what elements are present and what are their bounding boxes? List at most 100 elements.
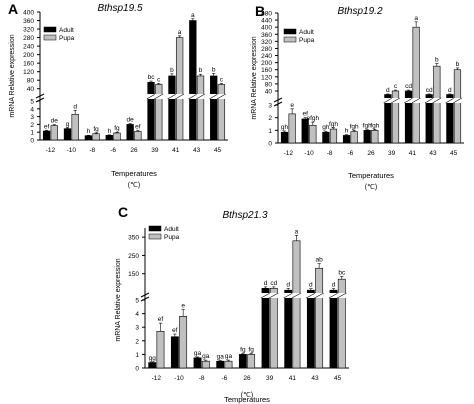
y-tick-label: 200	[23, 52, 34, 59]
legend-label: Pupa	[299, 37, 315, 44]
y-tick-label: 2	[30, 122, 34, 129]
significance-letter: bc	[338, 269, 346, 276]
panel-letter: A	[8, 1, 18, 17]
y-axis-label: mRNA Relative expression	[9, 34, 16, 117]
significance-letter: fgh	[363, 123, 372, 130]
y-tick-label: 120	[23, 69, 34, 76]
significance-letter: h	[87, 128, 91, 135]
y-tick-label: 5	[30, 99, 34, 106]
significance-letter: a	[191, 12, 195, 19]
x-axis-unit: (℃)	[128, 182, 141, 189]
y-tick-label: 240	[261, 53, 272, 60]
bar-adult	[148, 362, 157, 369]
y-tick-label: 160	[261, 67, 272, 74]
y-tick-label: 160	[23, 61, 34, 68]
significance-letter: ga	[202, 353, 210, 360]
x-tick-label: 43	[429, 150, 437, 157]
significance-letter: d	[448, 87, 452, 94]
bar-break-line	[328, 292, 339, 299]
bar-adult	[42, 130, 51, 141]
bar-break-line	[196, 93, 206, 100]
x-tick-label: -12	[152, 375, 162, 382]
bar-pupa	[175, 37, 184, 141]
bar-pupa	[315, 267, 324, 369]
significance-letter: c	[394, 83, 398, 90]
y-tick-label: 320	[261, 39, 272, 46]
legend-label: Pupa	[164, 234, 180, 241]
bar-pupa	[412, 26, 420, 144]
legend-swatch-pupa	[43, 34, 57, 41]
chart-panel-b: B Bthsp19.2012340801201602002402803203604…	[251, 3, 464, 191]
bar-break-line	[209, 93, 219, 100]
significance-letter: ga	[217, 354, 225, 361]
bar-break-line	[445, 97, 455, 104]
legend-swatch-adult	[283, 28, 297, 35]
legend-label: Adult	[59, 27, 74, 34]
bar-adult	[168, 75, 176, 141]
y-tick-label: 240	[23, 44, 34, 51]
x-axis-label: Temperatures	[348, 171, 394, 180]
x-tick-label: -6	[347, 150, 353, 157]
bar-break-line	[404, 97, 413, 104]
significance-letter: gg	[149, 355, 157, 362]
significance-letter: ab	[316, 257, 324, 264]
significance-letter: fgh	[350, 123, 359, 130]
bar-break-line	[269, 292, 279, 299]
bar-break-line	[453, 97, 462, 104]
bar-adult	[170, 336, 179, 369]
y-tick-label: 4	[135, 311, 139, 318]
bar-pupa	[92, 133, 100, 141]
significance-letter: b	[212, 66, 216, 73]
bar-break-line	[411, 97, 421, 104]
bar-adult	[210, 75, 218, 141]
y-tick-label: 360	[261, 32, 272, 39]
significance-letter: fg	[114, 125, 120, 132]
legend-label: Adult	[164, 226, 179, 233]
x-tick-label: -12	[46, 147, 56, 154]
bar-pupa	[329, 128, 338, 144]
bar-break-line	[154, 93, 164, 100]
significance-letter: fg	[240, 347, 246, 354]
significance-letter: b	[456, 61, 460, 68]
bar-break-line	[306, 292, 316, 299]
y-tick-label: 4	[30, 106, 34, 113]
x-tick-label: 26	[130, 147, 138, 154]
significance-letter: d	[309, 282, 313, 289]
bar-adult	[342, 135, 351, 144]
bar-adult	[63, 128, 72, 141]
bar-adult	[216, 360, 225, 369]
significance-letter: de	[127, 117, 135, 124]
x-tick-label: 39	[151, 147, 159, 154]
x-tick-label: 45	[214, 147, 222, 154]
bar-pupa	[217, 84, 226, 141]
significance-letter: c	[220, 76, 224, 83]
bar-adult	[306, 289, 315, 369]
x-axis-unit: (℃)	[365, 184, 378, 191]
significance-letter: h	[107, 128, 111, 135]
chart-title: Bthsp21.3	[222, 210, 267, 221]
y-tick-label: 0	[268, 141, 272, 148]
y-tick-label: 250	[128, 253, 139, 260]
y-tick-label: 280	[23, 35, 34, 42]
bar-pupa	[50, 125, 58, 141]
axis-break-mark	[35, 93, 45, 99]
significance-letter: gh	[281, 124, 289, 131]
bar-pupa	[371, 130, 379, 144]
significance-letter: efgh	[306, 115, 319, 122]
bar-break-line	[337, 292, 347, 299]
bar-break-line	[432, 97, 442, 104]
significance-letter: b	[435, 57, 439, 64]
x-axis-label: Temperatures	[224, 395, 270, 404]
y-tick-label: 2	[135, 338, 139, 345]
bar-pupa	[201, 360, 210, 369]
bar-adult	[126, 124, 134, 141]
significance-letter: ga	[194, 350, 202, 357]
x-tick-label: -8	[89, 147, 95, 154]
bar-pupa	[134, 131, 142, 141]
bar-adult	[329, 289, 338, 369]
significance-letter: ef	[44, 123, 50, 130]
y-tick-label: 350	[128, 235, 139, 242]
